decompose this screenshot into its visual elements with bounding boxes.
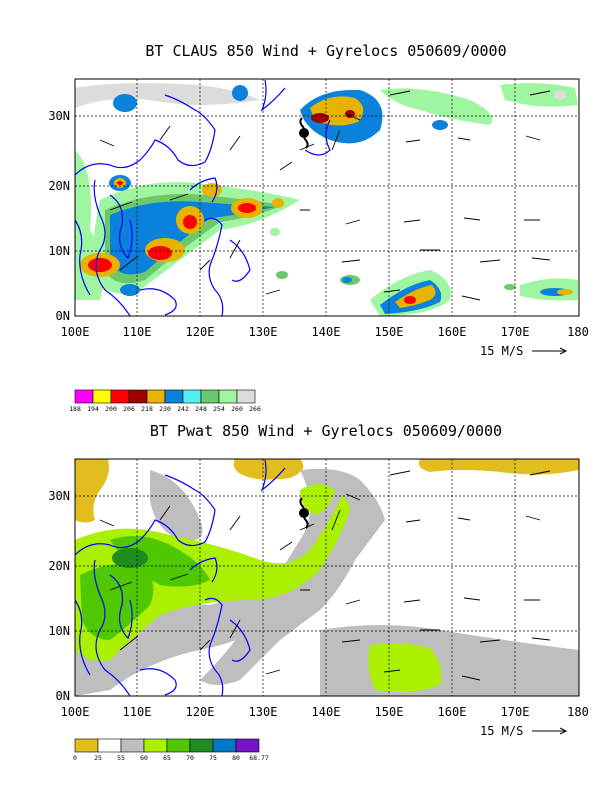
pwat-x-axis: 100E 110E 120E 130E 140E 150E 160E 170E … — [61, 705, 589, 719]
colorbar-swatch — [74, 389, 94, 404]
colorbar-tick-label: 60 — [140, 754, 148, 762]
colorbar-swatch — [92, 389, 112, 404]
claus-title: BT CLAUS 850 Wind + Gyrelocs 050609/0000 — [145, 42, 506, 60]
colorbar-tick-label: 80 — [232, 754, 240, 762]
claus-ytick: 0N — [56, 309, 70, 323]
pwat-title: BT Pwat 850 Wind + Gyrelocs 050609/0000 — [150, 422, 502, 440]
claus-xtick: 100E — [61, 325, 90, 339]
colorbar-swatch — [74, 738, 99, 753]
pwat-xtick: 160E — [438, 705, 467, 719]
claus-xtick: 110E — [123, 325, 152, 339]
claus-xtick: 150E — [375, 325, 404, 339]
claus-ytick: 30N — [48, 109, 70, 123]
pwat-y-axis: 30N 20N 10N 0N — [48, 489, 70, 703]
pwat-panel: BT Pwat 850 Wind + Gyrelocs 050609/0000 — [48, 422, 589, 762]
colorbar-tick-label: 266 — [249, 405, 261, 413]
pwat-map-frame — [74, 458, 580, 697]
claus-coastlines — [74, 79, 331, 317]
claus-vector-scale: 15 M/S — [480, 344, 568, 358]
colorbar-tick-label: 242 — [177, 405, 189, 413]
pwat-ytick: 0N — [56, 689, 70, 703]
pwat-graticule — [75, 459, 579, 696]
colorbar-swatch — [143, 738, 168, 753]
pwat-xtick: 110E — [123, 705, 152, 719]
claus-xtick: 170E — [501, 325, 530, 339]
colorbar-tick-label: 25 — [94, 754, 102, 762]
colorbar-tick-label: 254 — [213, 405, 225, 413]
colorbar-tick-label: 70 — [186, 754, 194, 762]
colorbar-swatch — [146, 389, 166, 404]
claus-map — [74, 78, 580, 317]
claus-colorbar: 188 194 200 206 218 230 242 248 254 260 266 — [69, 389, 261, 413]
pwat-vector-scale-label: 15 M/S — [480, 724, 523, 738]
pwat-ytick: 30N — [48, 489, 70, 503]
colorbar-swatch — [218, 389, 238, 404]
colorbar-swatch — [97, 738, 122, 753]
colorbar-swatch — [235, 738, 260, 753]
colorbar-tick-label: 55 — [117, 754, 125, 762]
colorbar-swatch — [164, 389, 184, 404]
colorbar-swatch — [189, 738, 214, 753]
pwat-xtick: 180 — [567, 705, 589, 719]
colorbar-tick-label: 260 — [231, 405, 243, 413]
claus-cloud-shading — [75, 83, 578, 316]
pwat-colorbar: 0 25 55 60 65 70 75 80 68.77 — [73, 738, 269, 762]
pwat-ytick: 10N — [48, 624, 70, 638]
colorbar-swatch — [200, 389, 220, 404]
pwat-xtick: 170E — [501, 705, 530, 719]
claus-xtick: 120E — [186, 325, 215, 339]
colorbar-tick-label: 68.77 — [249, 754, 269, 762]
claus-graticule — [75, 79, 579, 316]
colorbar-tick-label: 0 — [73, 754, 77, 762]
pwat-xtick: 150E — [375, 705, 404, 719]
pwat-xtick: 130E — [249, 705, 278, 719]
colorbar-tick-label: 248 — [195, 405, 207, 413]
claus-xtick: 130E — [249, 325, 278, 339]
colorbar-swatch — [120, 738, 145, 753]
claus-y-axis: 30N 20N 10N 0N — [48, 109, 70, 323]
claus-xtick: 140E — [312, 325, 341, 339]
colorbar-swatch — [166, 738, 191, 753]
colorbar-tick-label: 200 — [105, 405, 117, 413]
colorbar-swatch — [236, 389, 256, 404]
colorbar-tick-label: 206 — [123, 405, 135, 413]
claus-panel: BT CLAUS 850 Wind + Gyrelocs 050609/0000 — [48, 42, 589, 413]
claus-typhoon-icon — [299, 117, 309, 149]
colorbar-swatch — [182, 389, 202, 404]
pwat-vector-scale: 15 M/S — [480, 724, 568, 738]
pwat-map — [74, 458, 580, 697]
pwat-xtick: 100E — [61, 705, 90, 719]
colorbar-swatch — [128, 389, 148, 404]
claus-ytick: 10N — [48, 244, 70, 258]
pwat-xtick: 140E — [312, 705, 341, 719]
claus-ytick: 20N — [48, 179, 70, 193]
colorbar-tick-label: 75 — [209, 754, 217, 762]
pwat-typhoon-icon — [299, 497, 309, 529]
pwat-coastlines — [74, 459, 286, 697]
colorbar-tick-label: 194 — [87, 405, 99, 413]
colorbar-tick-label: 218 — [141, 405, 153, 413]
colorbar-tick-label: 65 — [163, 754, 171, 762]
pwat-xtick: 120E — [186, 705, 215, 719]
claus-xtick: 180 — [567, 325, 589, 339]
pwat-ytick: 20N — [48, 559, 70, 573]
colorbar-swatch — [212, 738, 237, 753]
pwat-moisture-shading — [75, 459, 579, 696]
colorbar-tick-label: 188 — [69, 405, 81, 413]
colorbar-tick-label: 230 — [159, 405, 171, 413]
claus-x-axis: 100E 110E 120E 130E 140E 150E 160E 170E … — [61, 325, 589, 339]
claus-vector-scale-label: 15 M/S — [480, 344, 523, 358]
claus-map-frame — [74, 78, 580, 317]
colorbar-swatch — [110, 389, 130, 404]
claus-xtick: 160E — [438, 325, 467, 339]
